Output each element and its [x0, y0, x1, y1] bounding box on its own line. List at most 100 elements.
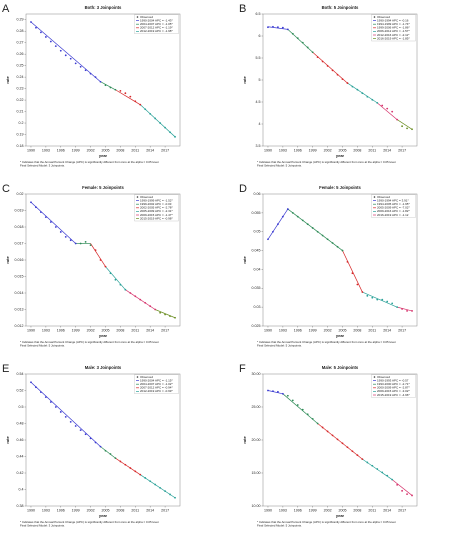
- legend-label: Observed: [377, 15, 390, 19]
- y-tick-label: 0.21: [17, 110, 24, 114]
- observed-point: [401, 125, 403, 128]
- observed-point: [356, 454, 359, 457]
- x-tick-label: 1990: [264, 508, 272, 512]
- chart-title: Female: 5 Joinpoints: [319, 185, 361, 190]
- fitted-segment: [115, 457, 141, 475]
- x-tick-label: 2008: [353, 148, 361, 152]
- observed-point: [286, 208, 289, 210]
- observed-point: [64, 54, 67, 57]
- legend-label: 1999-2002 APC = -0.03: [140, 202, 172, 206]
- legend-box: [134, 194, 179, 222]
- legend-label: 1990-2004 APC = -1.43*: [140, 18, 173, 22]
- observed-point: [124, 92, 127, 95]
- x-tick-label: 2005: [101, 508, 109, 512]
- legend-marker: [373, 196, 376, 198]
- panel-letter: D: [239, 183, 247, 195]
- observed-point: [376, 298, 379, 301]
- y-tick-label: 10.00: [252, 504, 261, 508]
- observed-point: [291, 32, 294, 35]
- observed-point: [124, 288, 127, 291]
- observed-point: [301, 219, 304, 222]
- fitted-segment: [317, 423, 363, 460]
- y-tick-label: 0.54: [17, 372, 24, 376]
- legend-label: 1993-2000 APC = -2.71*: [377, 382, 410, 386]
- observed-point: [35, 26, 37, 29]
- x-axis-label: year: [336, 153, 345, 158]
- observed-point: [306, 223, 309, 226]
- observed-point: [109, 86, 112, 89]
- fitted-segment: [377, 102, 398, 120]
- y-tick-label: 0.05: [254, 230, 261, 234]
- observed-point: [267, 389, 269, 392]
- x-tick-label: 1990: [27, 328, 35, 332]
- observed-point: [401, 308, 403, 310]
- observed-point: [74, 425, 77, 427]
- x-tick-label: 2005: [338, 148, 346, 152]
- legend-label: Observed: [140, 15, 153, 19]
- observed-point: [277, 26, 279, 29]
- observed-point: [301, 41, 304, 44]
- footnote: * Indicates that the Annual Percent Chan…: [20, 520, 159, 524]
- x-tick-label: 1999: [309, 328, 317, 332]
- x-tick-label: 1996: [57, 508, 65, 512]
- panel-letter: A: [2, 3, 10, 15]
- legend-label: 2005-2009 APC = -2.31*: [140, 209, 173, 213]
- fitted-segment: [105, 266, 126, 290]
- x-tick-label: 1996: [294, 508, 302, 512]
- observed-point: [361, 291, 364, 293]
- y-tick-label: 0.019: [15, 208, 24, 212]
- observed-point: [376, 101, 379, 104]
- observed-point: [371, 296, 374, 299]
- y-tick-label: 0.025: [252, 324, 261, 328]
- observed-point: [164, 126, 166, 129]
- fitted-segment: [30, 21, 101, 82]
- legend-label: Observed: [377, 195, 390, 199]
- observed-point: [386, 107, 389, 110]
- legend-label: 2005-2009 APC = -7.02*: [377, 206, 410, 210]
- y-tick-label: 0.38: [17, 504, 24, 508]
- fitted-segment: [391, 479, 413, 496]
- x-tick-label: 1996: [57, 328, 65, 332]
- observed-point: [174, 135, 176, 138]
- x-tick-label: 1999: [72, 148, 80, 152]
- legend-box: [371, 14, 416, 42]
- legend-label: 2012-2019 APC = -0.99*: [140, 389, 173, 393]
- observed-point: [331, 69, 334, 72]
- observed-point: [281, 215, 284, 218]
- x-tick-label: 2014: [383, 328, 391, 332]
- observed-point: [139, 473, 142, 476]
- legend-box: [134, 374, 179, 394]
- observed-point: [386, 300, 389, 303]
- legend-label: 2012-2019 APC = -1.98*: [140, 29, 173, 33]
- x-axis-label: year: [336, 333, 345, 338]
- y-tick-label: 0.27: [17, 41, 24, 45]
- x-tick-label: 2005: [338, 508, 346, 512]
- x-tick-label: 2017: [161, 328, 169, 332]
- observed-point: [149, 305, 152, 308]
- legend-label: 1990-1999 APC = -1.52*: [140, 198, 173, 202]
- observed-point: [291, 211, 294, 214]
- x-tick-label: 1999: [309, 508, 317, 512]
- observed-point: [411, 310, 413, 312]
- y-tick-label: 4.5: [256, 100, 261, 104]
- footnote: Final Selected Model: 5 Joinpoints.: [257, 163, 302, 167]
- observed-point: [286, 394, 289, 397]
- fitted-segment: [100, 81, 116, 91]
- legend-label: 1990-1994 APC = -0.16: [377, 18, 409, 22]
- observed-point: [331, 242, 334, 244]
- observed-point: [149, 112, 152, 115]
- observed-point: [30, 21, 32, 23]
- observed-point: [286, 28, 289, 31]
- panel-letter: C: [2, 183, 10, 195]
- x-tick-label: 1999: [72, 508, 80, 512]
- y-axis-label: rate: [5, 436, 10, 444]
- legend-marker: [373, 16, 376, 18]
- x-tick-label: 1993: [279, 148, 287, 152]
- x-tick-label: 1990: [27, 508, 35, 512]
- observed-point: [391, 478, 394, 481]
- observed-point: [381, 298, 384, 301]
- observed-point: [169, 131, 171, 134]
- observed-point: [306, 46, 309, 49]
- x-tick-label: 1993: [42, 328, 50, 332]
- x-tick-label: 1996: [57, 148, 65, 152]
